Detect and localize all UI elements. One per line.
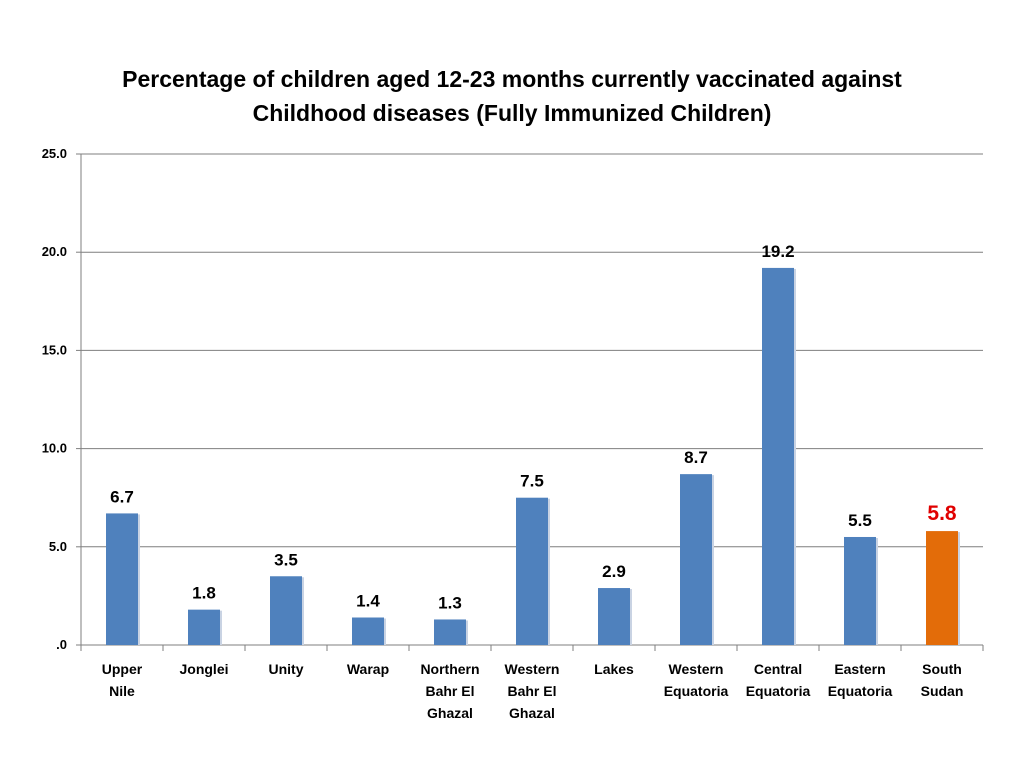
x-category-label: South (922, 661, 962, 677)
x-category-label: Western (669, 661, 724, 677)
y-tick-label: .0 (56, 637, 67, 652)
x-category-label: Ghazal (427, 705, 473, 721)
x-category-label: Western (505, 661, 560, 677)
chart-title-line-2: Childhood diseases (Fully Immunized Chil… (252, 100, 772, 126)
bar (270, 576, 302, 645)
data-label: 2.9 (602, 562, 626, 581)
x-category-label: Nile (109, 683, 135, 699)
data-label: 1.8 (192, 584, 216, 603)
bar (598, 588, 630, 645)
bar (516, 497, 548, 645)
bar (762, 267, 794, 645)
x-category-label: Northern (420, 661, 479, 677)
data-label: 8.7 (684, 448, 708, 467)
x-category-label: Unity (269, 661, 304, 677)
x-category-label: Upper (102, 661, 143, 677)
x-category-label: Lakes (594, 661, 634, 677)
x-category-label: Equatoria (828, 683, 893, 699)
data-label: 1.4 (356, 592, 380, 611)
bar (926, 531, 958, 645)
data-label: 7.5 (520, 472, 544, 491)
x-category-label: Warap (347, 661, 389, 677)
y-tick-label: 15.0 (42, 342, 67, 357)
data-label: 1.3 (438, 593, 462, 612)
x-category-label: Equatoria (746, 683, 811, 699)
bar (844, 536, 876, 645)
data-label: 19.2 (761, 242, 794, 261)
bar (434, 619, 466, 645)
x-category-label: Bahr El (425, 683, 474, 699)
bar (352, 617, 384, 645)
x-category-label: Equatoria (664, 683, 729, 699)
x-category-label: Central (754, 661, 802, 677)
y-tick-label: 20.0 (42, 244, 67, 259)
data-label: 5.5 (848, 511, 872, 530)
bar (680, 474, 712, 645)
data-label: 3.5 (274, 550, 298, 569)
x-category-label: Jonglei (179, 661, 228, 677)
chart-title-line-1: Percentage of children aged 12-23 months… (122, 66, 902, 92)
bar (188, 609, 220, 645)
y-tick-label: 25.0 (42, 146, 67, 161)
x-category-label: Bahr El (507, 683, 556, 699)
y-tick-label: 10.0 (42, 441, 67, 456)
y-tick-label: 5.0 (49, 539, 67, 554)
x-category-label: Sudan (921, 683, 964, 699)
x-category-label: Eastern (834, 661, 885, 677)
bar (106, 513, 138, 645)
chart-title: Percentage of children aged 12-23 months… (40, 62, 984, 130)
data-label: 6.7 (110, 487, 134, 506)
data-label: 5.8 (927, 502, 957, 525)
x-category-label: Ghazal (509, 705, 555, 721)
